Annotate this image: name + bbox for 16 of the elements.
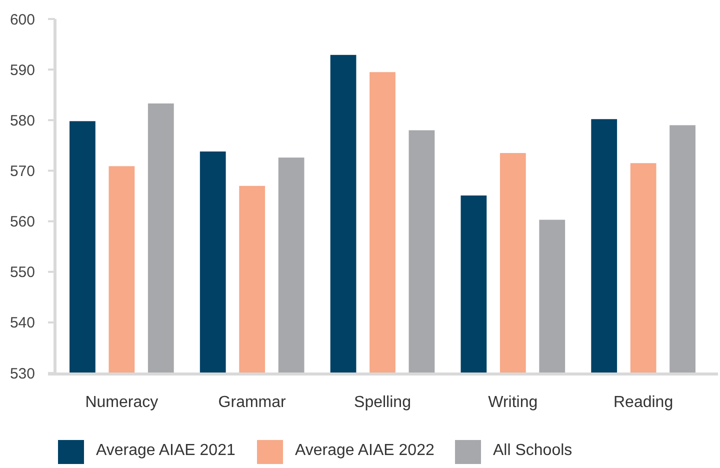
y-tick-label: 560 bbox=[10, 214, 35, 231]
y-tick-label: 540 bbox=[10, 314, 35, 332]
x-tick-label: Numeracy bbox=[85, 394, 158, 411]
y-tick-label: 550 bbox=[10, 264, 35, 282]
y-tick-label: 530 bbox=[10, 365, 35, 382]
x-tick-label: Writing bbox=[488, 394, 538, 411]
x-tick-label: Reading bbox=[614, 394, 674, 411]
y-tick-label: 590 bbox=[10, 62, 35, 79]
legend-label: Average AIAE 2022 bbox=[295, 442, 434, 460]
legend-label: Average AIAE 2021 bbox=[96, 442, 236, 460]
y-tick-label: 580 bbox=[10, 112, 35, 130]
y-tick-label: 570 bbox=[10, 162, 35, 180]
legend-label: All Schools bbox=[493, 442, 572, 460]
x-tick-label: Spelling bbox=[354, 394, 411, 411]
y-tick-label: 600 bbox=[10, 11, 35, 28]
x-tick-label: Grammar bbox=[218, 394, 287, 411]
